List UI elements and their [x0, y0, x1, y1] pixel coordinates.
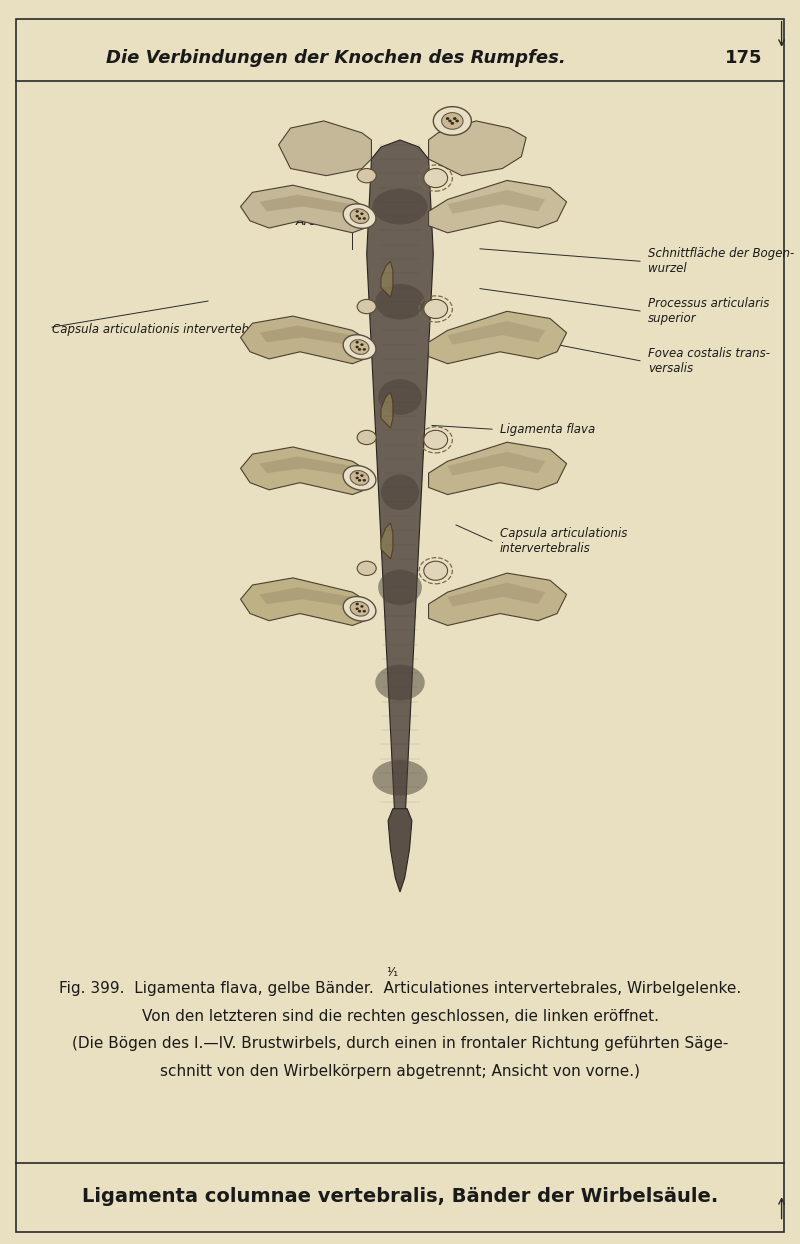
Polygon shape	[381, 392, 393, 428]
Ellipse shape	[453, 117, 457, 119]
Ellipse shape	[355, 341, 359, 343]
Polygon shape	[259, 195, 353, 214]
Ellipse shape	[355, 476, 359, 479]
Polygon shape	[429, 573, 566, 626]
Polygon shape	[388, 809, 412, 892]
Ellipse shape	[442, 113, 463, 129]
Text: Schnittfläche der Bogen-
wurzel: Schnittfläche der Bogen- wurzel	[648, 248, 794, 275]
Ellipse shape	[343, 204, 376, 229]
Text: Ligamenta columnae vertebralis, Bänder der Wirbelsäule.: Ligamenta columnae vertebralis, Bänder d…	[82, 1187, 718, 1207]
Ellipse shape	[362, 610, 366, 612]
Polygon shape	[366, 141, 434, 884]
Polygon shape	[447, 452, 545, 475]
Ellipse shape	[358, 348, 362, 351]
Text: Processus articularis
superior: Processus articularis superior	[648, 297, 770, 325]
Ellipse shape	[424, 561, 447, 580]
Ellipse shape	[357, 168, 376, 183]
Ellipse shape	[424, 168, 447, 188]
Ellipse shape	[357, 561, 376, 576]
Ellipse shape	[362, 218, 366, 220]
Ellipse shape	[358, 479, 362, 481]
Ellipse shape	[448, 119, 452, 122]
Polygon shape	[259, 587, 353, 606]
Ellipse shape	[381, 474, 419, 510]
Polygon shape	[429, 311, 566, 363]
Text: Fovea costalis trans-
versalis: Fovea costalis trans- versalis	[648, 347, 770, 374]
Ellipse shape	[362, 479, 366, 481]
Ellipse shape	[358, 218, 362, 220]
Ellipse shape	[355, 603, 359, 606]
Text: Ligamenta flava: Ligamenta flava	[500, 423, 595, 435]
Ellipse shape	[350, 209, 369, 224]
Ellipse shape	[355, 346, 359, 348]
Ellipse shape	[355, 215, 359, 218]
Polygon shape	[278, 121, 371, 175]
Text: 175: 175	[726, 50, 762, 67]
Ellipse shape	[378, 379, 422, 414]
Text: Arcus vertebrae thoracalis I.: Arcus vertebrae thoracalis I.	[296, 215, 473, 228]
Polygon shape	[429, 121, 526, 175]
Text: Fig. 399.  Ligamenta flava, gelbe Bänder.  Articulationes intervertebrales, Wirb: Fig. 399. Ligamenta flava, gelbe Bänder.…	[59, 982, 741, 996]
Ellipse shape	[360, 213, 363, 215]
Polygon shape	[241, 578, 371, 626]
Polygon shape	[429, 180, 566, 233]
Text: (Die Bögen des I.—IV. Brustwirbels, durch einen in frontaler Richtung geführten : (Die Bögen des I.—IV. Brustwirbels, durc…	[72, 1036, 728, 1051]
Polygon shape	[447, 190, 545, 214]
Ellipse shape	[434, 107, 471, 136]
Ellipse shape	[350, 602, 369, 616]
Ellipse shape	[350, 470, 369, 485]
Text: schnitt von den Wirbelkörpern abgetrennt; Ansicht von vorne.): schnitt von den Wirbelkörpern abgetrennt…	[160, 1064, 640, 1079]
Polygon shape	[381, 524, 393, 559]
Polygon shape	[241, 316, 371, 363]
Ellipse shape	[355, 471, 359, 474]
Ellipse shape	[424, 300, 447, 318]
Ellipse shape	[357, 300, 376, 313]
Ellipse shape	[362, 348, 366, 351]
Ellipse shape	[357, 430, 376, 444]
Polygon shape	[241, 185, 371, 233]
Polygon shape	[447, 582, 545, 606]
Ellipse shape	[378, 570, 422, 606]
Ellipse shape	[372, 760, 428, 796]
Text: Die Verbindungen der Knochen des Rumpfes.: Die Verbindungen der Knochen des Rumpfes…	[106, 50, 566, 67]
Ellipse shape	[355, 607, 359, 610]
Ellipse shape	[372, 189, 428, 224]
Polygon shape	[429, 442, 566, 495]
Ellipse shape	[350, 340, 369, 355]
Polygon shape	[241, 447, 371, 495]
Text: Capsula articulationis intervertebralis: Capsula articulationis intervertebralis	[52, 323, 274, 336]
Text: Capsula articulationis
intervertebralis: Capsula articulationis intervertebralis	[500, 527, 627, 555]
Ellipse shape	[358, 610, 362, 612]
Ellipse shape	[343, 597, 376, 621]
Ellipse shape	[450, 122, 454, 124]
Ellipse shape	[360, 343, 363, 346]
Text: ¹⁄₁: ¹⁄₁	[386, 967, 398, 979]
Ellipse shape	[375, 664, 425, 700]
Ellipse shape	[355, 210, 359, 213]
Ellipse shape	[343, 465, 376, 490]
Ellipse shape	[343, 335, 376, 360]
Polygon shape	[381, 261, 393, 297]
Text: Von den letzteren sind die rechten geschlossen, die linken eröffnet.: Von den letzteren sind die rechten gesch…	[142, 1009, 658, 1024]
Polygon shape	[259, 457, 353, 475]
Ellipse shape	[424, 430, 447, 449]
Ellipse shape	[446, 117, 450, 119]
Ellipse shape	[455, 119, 459, 122]
Ellipse shape	[360, 605, 363, 608]
Polygon shape	[447, 321, 545, 345]
Ellipse shape	[360, 474, 363, 476]
Polygon shape	[259, 326, 353, 345]
Ellipse shape	[375, 284, 425, 320]
